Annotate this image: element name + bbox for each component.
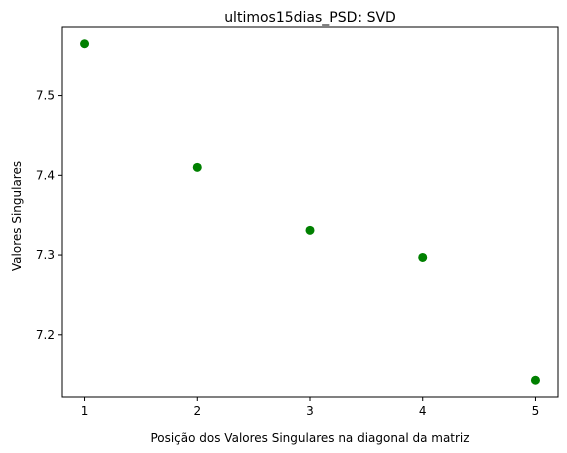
x-tick-label: 4	[419, 404, 427, 418]
data-points	[80, 39, 540, 385]
data-point	[192, 162, 202, 172]
x-tick-label: 2	[193, 404, 201, 418]
data-point	[418, 252, 428, 262]
chart-title: ultimos15dias_PSD: SVD	[224, 10, 396, 26]
y-tick-label: 7.3	[36, 248, 55, 262]
x-axis-label: Posição dos Valores Singulares na diagon…	[150, 431, 469, 445]
x-tick-label: 1	[81, 404, 89, 418]
y-axis-label: Valores Singulares	[10, 161, 24, 271]
data-point	[305, 225, 315, 235]
data-point	[80, 39, 90, 49]
y-tick-label: 7.2	[36, 328, 55, 342]
data-point	[530, 375, 540, 385]
x-tick-label: 5	[532, 404, 540, 418]
y-tick-label: 7.4	[36, 168, 55, 182]
x-tick-label: 3	[306, 404, 314, 418]
x-axis-ticks: 1 2 3 4 5	[81, 397, 540, 418]
plot-area-frame	[61, 26, 559, 398]
y-axis-ticks: 7.2 7.3 7.4 7.5	[36, 89, 62, 342]
y-tick-label: 7.5	[36, 89, 55, 103]
